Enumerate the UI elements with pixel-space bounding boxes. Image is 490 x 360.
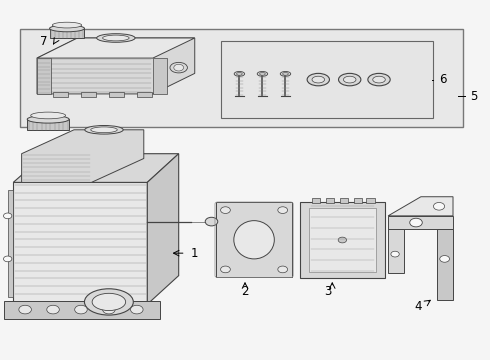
Ellipse shape: [373, 76, 385, 83]
Ellipse shape: [283, 72, 288, 75]
Text: 6: 6: [439, 73, 446, 86]
Ellipse shape: [234, 221, 274, 259]
Ellipse shape: [174, 64, 184, 71]
FancyBboxPatch shape: [326, 198, 334, 203]
Circle shape: [130, 305, 143, 314]
Polygon shape: [388, 229, 404, 273]
Ellipse shape: [339, 73, 361, 86]
Circle shape: [19, 305, 31, 314]
Circle shape: [391, 251, 399, 257]
Ellipse shape: [260, 72, 265, 75]
FancyBboxPatch shape: [340, 198, 348, 203]
Ellipse shape: [91, 127, 117, 133]
FancyBboxPatch shape: [220, 41, 434, 118]
FancyBboxPatch shape: [20, 30, 464, 127]
Polygon shape: [37, 38, 195, 58]
FancyBboxPatch shape: [137, 91, 152, 97]
FancyBboxPatch shape: [49, 28, 84, 38]
Polygon shape: [8, 301, 154, 309]
FancyBboxPatch shape: [53, 91, 69, 97]
FancyBboxPatch shape: [109, 91, 124, 97]
Text: 2: 2: [241, 285, 249, 298]
Ellipse shape: [307, 73, 329, 86]
Text: 7: 7: [40, 35, 48, 48]
FancyBboxPatch shape: [367, 198, 375, 203]
FancyBboxPatch shape: [27, 119, 69, 130]
Polygon shape: [8, 190, 13, 297]
Circle shape: [440, 256, 449, 262]
FancyBboxPatch shape: [300, 202, 385, 279]
Ellipse shape: [312, 76, 324, 83]
Ellipse shape: [49, 25, 84, 32]
Polygon shape: [22, 130, 144, 183]
Polygon shape: [13, 154, 179, 183]
Ellipse shape: [31, 112, 66, 119]
Circle shape: [220, 266, 230, 273]
Circle shape: [47, 305, 59, 314]
Circle shape: [205, 217, 218, 226]
Polygon shape: [4, 301, 160, 319]
Ellipse shape: [280, 72, 291, 76]
FancyBboxPatch shape: [81, 91, 97, 97]
FancyBboxPatch shape: [309, 208, 375, 272]
Circle shape: [278, 266, 288, 273]
Text: 4: 4: [415, 300, 422, 313]
Polygon shape: [147, 154, 179, 304]
Text: 1: 1: [191, 247, 198, 260]
Polygon shape: [437, 229, 453, 300]
Ellipse shape: [170, 62, 187, 73]
Ellipse shape: [92, 293, 125, 311]
Ellipse shape: [52, 22, 82, 28]
Ellipse shape: [234, 72, 245, 76]
Text: 3: 3: [324, 285, 331, 298]
Circle shape: [410, 218, 422, 227]
Ellipse shape: [84, 289, 133, 315]
Text: 5: 5: [470, 90, 477, 103]
Polygon shape: [216, 202, 293, 277]
Circle shape: [3, 213, 12, 219]
FancyBboxPatch shape: [312, 198, 320, 203]
Ellipse shape: [237, 72, 242, 75]
Polygon shape: [13, 183, 147, 304]
Polygon shape: [388, 216, 453, 229]
Polygon shape: [37, 38, 195, 94]
Polygon shape: [37, 58, 51, 94]
Circle shape: [74, 305, 87, 314]
Ellipse shape: [85, 126, 123, 134]
Circle shape: [220, 207, 230, 213]
Ellipse shape: [257, 72, 268, 76]
Ellipse shape: [368, 73, 390, 86]
Circle shape: [3, 256, 12, 262]
Circle shape: [278, 207, 288, 213]
Circle shape: [338, 237, 346, 243]
FancyBboxPatch shape: [354, 198, 362, 203]
Polygon shape: [388, 197, 453, 216]
Ellipse shape: [343, 76, 356, 83]
Circle shape: [102, 305, 115, 314]
Circle shape: [434, 202, 444, 210]
Ellipse shape: [102, 35, 129, 41]
Polygon shape: [153, 58, 167, 94]
Ellipse shape: [27, 116, 69, 123]
Ellipse shape: [97, 34, 135, 42]
